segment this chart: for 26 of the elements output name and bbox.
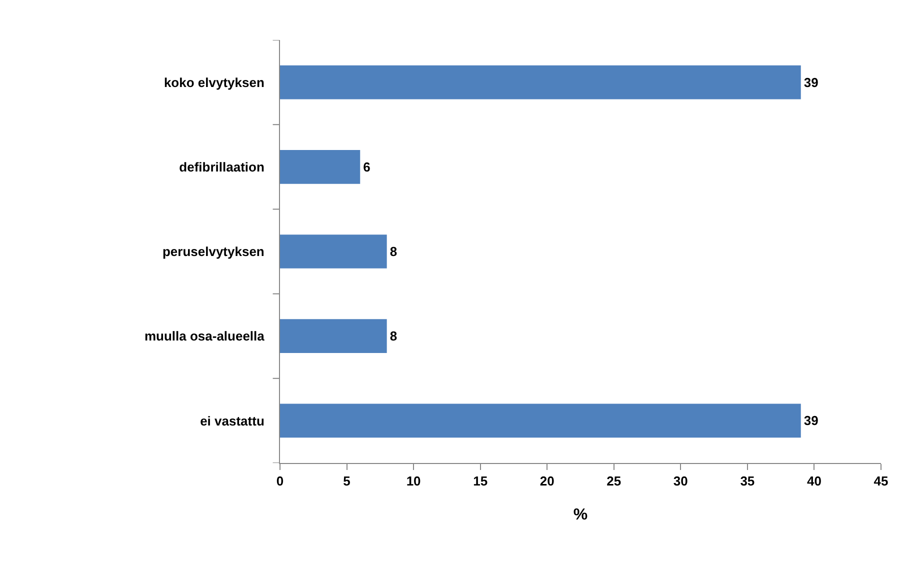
x-tick-label: 45 <box>874 474 888 489</box>
bar <box>280 319 387 354</box>
x-tick-label: 5 <box>343 474 350 489</box>
x-tick-label: 25 <box>606 474 622 489</box>
x-tick-label: 30 <box>673 474 688 489</box>
x-axis-title: % <box>573 506 588 524</box>
x-tick-label: 35 <box>740 474 755 489</box>
x-tick-label: 0 <box>276 474 284 489</box>
data-label: 8 <box>390 244 398 259</box>
y-tick-label: muulla osa-alueella <box>144 328 266 344</box>
bar <box>280 234 387 268</box>
y-tick-label: koko elvytyksen <box>164 74 264 90</box>
y-tick-label: peruselvytyksen <box>162 244 264 260</box>
data-label: 39 <box>804 74 818 90</box>
x-tick-label: 10 <box>406 474 421 489</box>
data-label: 6 <box>363 159 370 174</box>
bar <box>280 150 360 184</box>
data-label: 8 <box>390 328 398 344</box>
y-tick-label: ei vastattu <box>200 413 264 428</box>
x-tick-label: 15 <box>473 474 488 489</box>
x-tick-label: 20 <box>540 474 554 489</box>
bar <box>280 404 801 438</box>
bar <box>280 65 801 100</box>
y-tick-label: defibrillaation <box>179 159 264 174</box>
data-label: 39 <box>804 413 818 428</box>
x-tick-label: 40 <box>806 474 822 489</box>
